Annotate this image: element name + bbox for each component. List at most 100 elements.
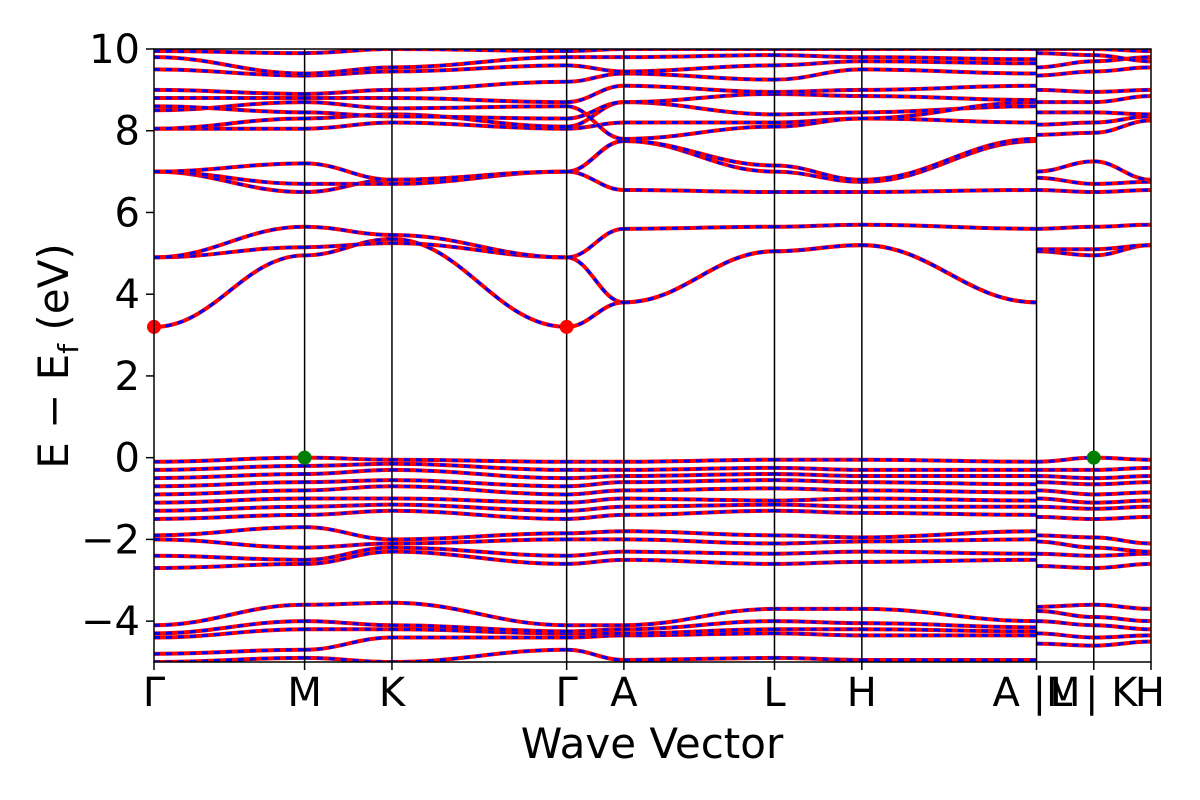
band-down-seg7-b29	[1036, 59, 1094, 69]
y-axis-title-subscript: f	[52, 343, 85, 354]
band-down-seg7-b14	[1036, 474, 1094, 480]
band-down-seg8-b8	[1093, 535, 1151, 545]
band-down-seg2-b22	[391, 170, 567, 182]
band-down-seg1-b30	[304, 65, 392, 76]
band-down-seg0-b25	[154, 100, 305, 112]
y-tick-label-6: 8	[115, 109, 140, 155]
band-down-seg4-b4	[623, 607, 775, 627]
kpoint-label-3: Γ	[556, 670, 579, 716]
band-down-seg8-b20	[1093, 188, 1151, 194]
band-down-seg0-b2	[154, 627, 305, 639]
band-down-seg8-b4	[1093, 603, 1151, 611]
band-down-seg6-b3	[861, 621, 1037, 629]
band-down-seg5-b14	[774, 472, 862, 478]
band-down-seg8-b5	[1093, 562, 1151, 570]
band-down-seg2-b26	[391, 114, 567, 120]
band-down-seg0-b15	[154, 464, 305, 472]
y-tick-label-0: −4	[81, 599, 140, 645]
band-down-seg4-b20	[623, 188, 775, 194]
band-down-seg8-b13	[1093, 480, 1151, 486]
band-down-seg3-b1	[566, 633, 624, 639]
band-down-seg0-b29	[154, 67, 305, 78]
band-down-seg5-b29	[774, 59, 862, 67]
band-down-seg0-b14	[154, 472, 305, 480]
band-down-seg2-b7	[391, 537, 567, 545]
band-down-seg2-b31	[391, 49, 567, 53]
band-down-seg8-b28	[1093, 65, 1151, 73]
band-down-seg2-b18	[391, 241, 567, 259]
band-down-seg3-b29	[566, 63, 624, 73]
band-down-seg1-b18	[304, 241, 392, 249]
band-down-seg8-b27	[1093, 88, 1151, 94]
band-down-seg8-b3	[1093, 615, 1151, 623]
band-down-seg2-b28	[391, 80, 567, 92]
band-down-seg0-b12	[154, 488, 305, 496]
band-down-seg0-b8	[154, 525, 305, 537]
band-down-seg2-b2	[391, 627, 567, 635]
band-down-seg8-b19	[1093, 223, 1151, 229]
band-down-seg3-b28	[566, 72, 624, 84]
band-down-seg2-b14	[391, 468, 567, 480]
band-down-seg5-b30	[774, 53, 862, 59]
band-down-seg0-b22	[154, 161, 305, 174]
band-down-seg8-b23	[1093, 119, 1151, 135]
band-down-seg7-b28	[1036, 69, 1094, 78]
band-down-seg0-b0	[154, 656, 305, 662]
band-down-seg1-b29	[304, 69, 392, 78]
band-up-seg1-b8	[304, 525, 392, 542]
band-down-seg5-b3	[774, 619, 862, 625]
y-tick-label-2: 0	[115, 436, 140, 482]
band-down-seg2-b27	[391, 96, 567, 104]
band-down-seg6-b11	[861, 497, 1037, 503]
kpoint-label-0: Γ	[143, 670, 166, 716]
band-down-seg4-b13	[623, 478, 775, 484]
band-down-seg6-b9	[861, 511, 1037, 517]
band-down-seg5-b8	[774, 533, 862, 539]
kpoint-label-8: L | K	[1050, 670, 1139, 716]
band-down-seg0-b7	[154, 537, 305, 550]
plot-frame	[153, 48, 1152, 663]
extrema-points-layer	[147, 319, 1101, 465]
band-down-seg6-b19	[861, 223, 1037, 231]
band-down-seg7-b21	[1036, 176, 1094, 186]
band-down-seg8-b6	[1093, 552, 1151, 558]
band-down-seg1-b19	[304, 225, 392, 237]
band-down-seg7-b9	[1036, 515, 1094, 521]
band-down-seg0-b9	[154, 513, 305, 521]
band-down-seg4-b7	[623, 537, 775, 545]
band-down-seg0-b30	[154, 55, 305, 76]
band-down-seg3-b23	[566, 121, 624, 131]
band-down-seg3-b0	[566, 648, 624, 662]
band-down-seg3-b14	[566, 474, 624, 480]
band-down-seg2-b29	[391, 63, 567, 73]
band-down-seg1-b9	[304, 509, 392, 517]
band-down-seg8-b11	[1093, 499, 1151, 505]
band-down-seg5-b12	[774, 486, 862, 492]
band-down-seg4-b27	[623, 84, 775, 94]
band-down-seg2-b21	[391, 170, 567, 186]
band-down-seg4-b5	[623, 558, 775, 566]
band-down-seg8-b24	[1093, 114, 1151, 125]
band-down-seg4-b30	[623, 53, 775, 59]
band-down-seg3-b9	[566, 513, 624, 521]
band-down-seg0-b17	[154, 253, 305, 329]
y-tick-label-7: 10	[89, 27, 140, 73]
band-down-seg6-b13	[861, 480, 1037, 486]
band-up-seg5-b21	[774, 169, 862, 184]
band-down-seg4-b0	[623, 656, 775, 662]
band-down-seg3-b22	[566, 139, 625, 174]
band-down-seg6-b20	[861, 188, 1037, 194]
band-down-seg6-b5	[861, 558, 1037, 564]
band-down-seg8-b14	[1093, 474, 1151, 480]
band-down-seg5-b27	[774, 88, 862, 94]
band-down-seg6-b23	[861, 116, 1037, 125]
band-down-seg5-b10	[774, 503, 862, 509]
band-down-seg3-b25	[566, 104, 625, 141]
band-down-seg1-b16	[304, 456, 392, 462]
band-down-seg0-b28	[154, 88, 305, 96]
band-down-seg8-b25	[1093, 110, 1151, 116]
cbm-point-1	[559, 319, 574, 334]
band-down-seg4-b29	[623, 63, 775, 73]
band-down-seg1-b12	[304, 484, 392, 492]
